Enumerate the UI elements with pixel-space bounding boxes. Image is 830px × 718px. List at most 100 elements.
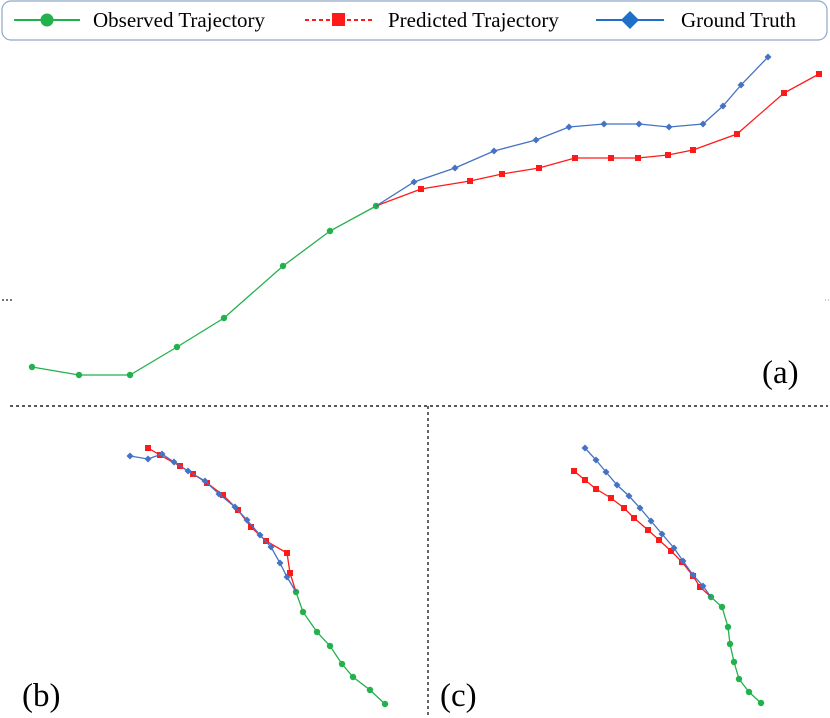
panel-a-predicted-point [536,165,542,171]
panel-b-ground-truth-point [144,455,152,463]
panel-c-predicted-point [631,515,637,521]
panel-b-ground-truth-point [126,452,134,460]
panel-a-observed-point [28,363,36,371]
panel-c-predicted-point [645,527,651,533]
panel-c-predicted-point [668,548,674,554]
panel-c-ground-truth-point [602,468,610,476]
legend-ground-truth-marker [621,11,639,29]
panel-a-predicted-point [467,178,473,184]
panel-c-ground-truth-point [636,504,644,512]
panel-b-label: (b) [22,678,60,714]
panel-a-observed-point [279,262,287,270]
panel-a-predicted-point [781,90,787,96]
panel-a-predicted-point [418,186,424,192]
panel-c-predicted-trajectory [571,468,712,598]
legend-box [1,0,828,41]
panel-a-ground-truth-point [719,102,727,110]
panel-b-observed-point [299,608,307,616]
panel-a-ground-truth-point [410,178,418,186]
panel-c-ground-truth-trajectory [581,444,712,598]
panel-c-predicted-point [608,495,614,501]
panel-a-predicted-point [734,131,740,137]
panel-b: (b) [22,445,389,714]
panel-b-observed-point [366,686,374,694]
legend-ground-truth: Ground Truth [596,8,796,32]
panel-b-ground-truth-trajectory [126,450,297,593]
panel-a-observed-point [220,314,228,322]
panel-c-label: (c) [440,678,477,714]
panel-c-ground-truth-point [689,571,697,579]
panel-b-observed-trajectory [292,588,389,708]
panel-c-ground-truth-point [592,456,600,464]
panel-c-predicted-point [571,468,577,474]
panel-c-ground-truth-point [658,530,666,538]
panel-b-ground-truth-line [129,453,297,593]
panel-a-observed-point [173,343,181,351]
panel-c-predicted-point [582,477,588,483]
panel-b-predicted-point [145,445,151,451]
panel-a-observed-line [31,205,377,376]
panel-b-ground-truth-point [231,503,239,511]
panel-c-predicted-point [656,537,662,543]
panel-b-predicted-trajectory [145,445,297,593]
panel-b-ground-truth-point [201,477,209,485]
panel-a-ground-truth-point [764,53,772,61]
panel-c-ground-truth-point [581,444,589,452]
panel-b-observed-point [338,660,346,668]
panel-b-ground-truth-point [170,458,178,466]
panel-a-ground-truth-point [737,81,745,89]
panel-c: (c) [440,444,765,714]
panel-a-ground-truth-point [699,120,707,128]
panel-c-observed-trajectory [707,593,765,707]
panel-a-predicted-point [572,155,578,161]
legend-observed: Observed Trajectory [14,8,266,32]
panel-b-ground-truth-point [243,516,251,524]
panel-a-label: (a) [762,355,799,391]
panel-a-ground-truth-line [375,56,769,207]
panel-b-predicted-point [248,524,254,530]
legend-observed-label: Observed Trajectory [93,8,266,32]
panel-a-observed-point [75,371,83,379]
panel-c-ground-truth-point [613,481,621,489]
panel-a-predicted-point [608,155,614,161]
panel-c-observed-point [730,658,738,666]
panel-a-observed-point [326,227,334,235]
panel-c-observed-point [718,603,726,611]
panel-a-ground-truth-point [532,136,540,144]
legend: Observed Trajectory Predicted Trajectory… [1,0,828,41]
legend-ground-truth-label: Ground Truth [681,8,796,32]
panel-a-ground-truth-trajectory [375,53,772,207]
panel-b-ground-truth-point [283,573,291,581]
panel-a-ground-truth-point [665,123,673,131]
legend-predicted: Predicted Trajectory [305,8,559,32]
panel-b-ground-truth-point [158,450,166,458]
panel-c-observed-point [726,640,734,648]
panel-b-ground-truth-point [184,467,192,475]
panel-c-observed-point [735,675,743,683]
panel-a-predicted-trajectory [375,71,822,207]
panel-a-observed-trajectory [28,202,380,379]
panel-a-ground-truth-point [600,120,608,128]
legend-predicted-label: Predicted Trajectory [388,8,559,32]
panel-c-predicted-point [593,486,599,492]
panel-b-predicted-point [284,550,290,556]
panel-b-observed-point [326,642,334,650]
panel-a-predicted-point [499,171,505,177]
panel-b-ground-truth-point [215,490,223,498]
legend-observed-marker [40,13,54,27]
panel-b-predicted-point [220,492,226,498]
panel-a-predicted-point [816,71,822,77]
panel-c-ground-truth-point [670,544,678,552]
panel-a-observed-point [126,371,134,379]
panel-a-predicted-point [665,152,671,158]
panel-c-ground-truth-point [625,492,633,500]
panel-b-ground-truth-point [276,559,284,567]
panel-c-ground-truth-point [679,557,687,565]
panel-a: (a) [28,53,822,391]
panel-b-ground-truth-point [256,531,264,539]
panel-a-ground-truth-point [451,164,459,172]
panel-b-observed-line [295,591,386,705]
panel-c-ground-truth-point [699,582,707,590]
panel-c-observed-point [757,699,765,707]
